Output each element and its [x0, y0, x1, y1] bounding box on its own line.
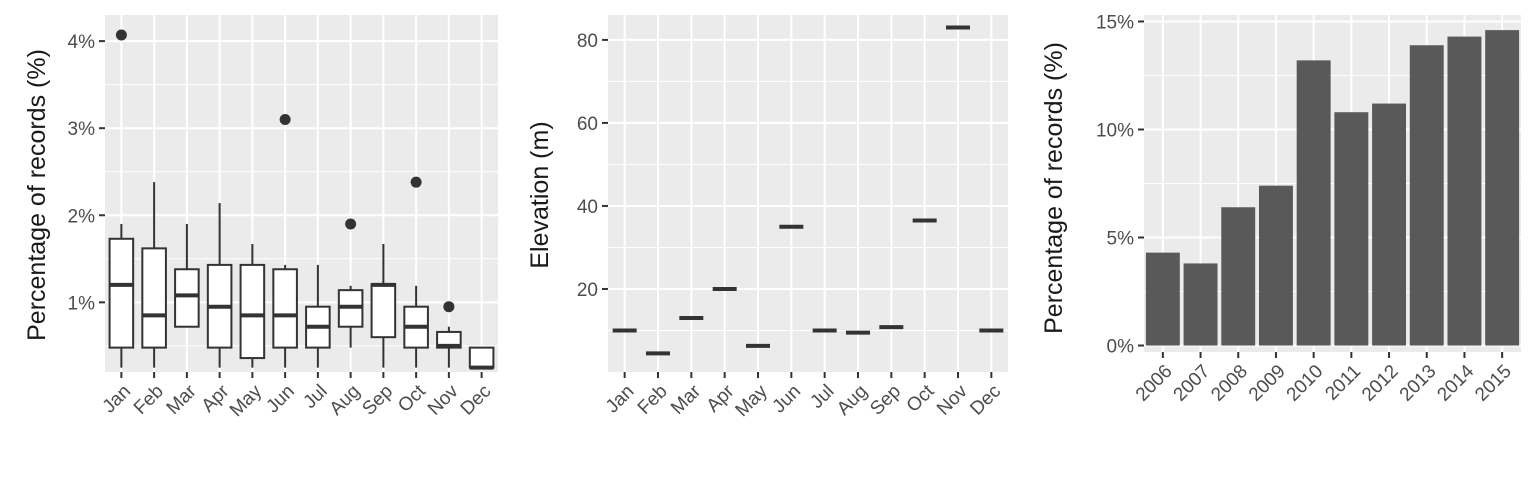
- bar-2013: [1409, 45, 1444, 346]
- y-tick-label: 20: [577, 280, 598, 301]
- outlier-point: [279, 113, 291, 125]
- x-tick-label: Mar: [667, 380, 705, 418]
- y-tick-label: 2%: [68, 206, 96, 227]
- bar-2006: [1145, 252, 1180, 346]
- box-Jun: [272, 113, 298, 368]
- box-Dec: [468, 346, 495, 370]
- box-May: [239, 244, 266, 368]
- x-tick-label: Dec: [966, 381, 1005, 420]
- x-tick-label: Nov: [933, 381, 972, 420]
- box-body: [239, 263, 266, 360]
- y-tick-label: 80: [577, 31, 598, 52]
- x-tick-label: 2015: [1471, 361, 1516, 406]
- x-tick-label: May: [226, 381, 267, 422]
- y-tick-label: 1%: [68, 293, 96, 314]
- x-tick-label: Oct: [394, 380, 430, 416]
- y-axis-title: Elevation (m): [526, 121, 554, 268]
- x-tick-label: Jul: [806, 381, 838, 413]
- outlier-point: [410, 176, 422, 188]
- x-tick-label: Jun: [262, 381, 299, 418]
- x-tick-label: 2014: [1433, 361, 1478, 406]
- box-Sep: [370, 244, 397, 368]
- bar-2011: [1334, 112, 1369, 346]
- y-tick-label: 15%: [1096, 12, 1134, 33]
- y-tick-label: 60: [577, 114, 598, 135]
- box-body: [370, 283, 397, 339]
- box-Oct: [403, 176, 429, 368]
- box-body: [468, 346, 495, 369]
- box-Apr: [206, 203, 233, 368]
- x-tick-label: Apr: [703, 380, 739, 416]
- panel-monthly-percentage: Percentage of records (%) 1% 2% 3% 4% JanFeb…: [23, 15, 498, 421]
- box-Jan: [108, 29, 135, 368]
- x-tick-label: Feb: [634, 381, 672, 419]
- x-tick-label: 2006: [1132, 361, 1177, 406]
- box-body: [108, 237, 135, 349]
- y-tick-label: 4%: [68, 32, 96, 53]
- panel-background: [105, 15, 498, 372]
- x-tick-label: Aug: [326, 381, 365, 420]
- x-tick-label: Aug: [833, 381, 872, 420]
- bar-2010: [1296, 60, 1331, 346]
- x-tick-label: 2012: [1358, 361, 1403, 406]
- bar-2012: [1372, 103, 1407, 346]
- bar-2014: [1447, 36, 1482, 346]
- box-Feb: [141, 182, 167, 368]
- x-tick-label: Oct: [903, 380, 939, 416]
- x-tick-label: Dec: [457, 381, 496, 420]
- box-Aug: [337, 218, 364, 348]
- outlier-point: [115, 29, 127, 41]
- x-tick-label: Jul: [300, 381, 332, 413]
- panel-yearly-percentage: Percentage of records (%) 0% 5% 10% 15% 2006…: [1040, 12, 1521, 406]
- panel-background: [608, 15, 1008, 372]
- x-tick-label: Jun: [769, 381, 806, 418]
- x-tick-label: Jan: [602, 381, 639, 418]
- x-tick-label: Nov: [424, 381, 463, 420]
- y-tick-label: 40: [577, 197, 598, 218]
- x-tick-label: May: [732, 381, 773, 422]
- box-Nov: [436, 301, 462, 368]
- x-tick-label: 2009: [1245, 361, 1290, 406]
- y-axis-title: Percentage of records (%): [1040, 42, 1068, 334]
- bar-2007: [1183, 263, 1218, 346]
- x-tick-label: Sep: [866, 381, 905, 420]
- x-tick-label: 2013: [1396, 361, 1441, 406]
- x-tick-label: 2008: [1207, 361, 1252, 406]
- outlier-point: [345, 218, 357, 230]
- panel-monthly-elevation: Elevation (m) 20 40 60 80 JanFebMarAprMayJun…: [526, 15, 1008, 421]
- box-body: [141, 247, 167, 349]
- box-body: [174, 268, 200, 328]
- x-tick-label: 2011: [1321, 361, 1365, 405]
- y-axis-title: Percentage of records (%): [23, 49, 51, 341]
- x-tick-label: Mar: [163, 380, 201, 418]
- bar-2008: [1221, 207, 1256, 346]
- box-Mar: [174, 223, 200, 328]
- box-body: [272, 268, 298, 349]
- y-tick-label: 0%: [1107, 337, 1135, 358]
- x-tick-label: Feb: [130, 381, 168, 419]
- x-tick-label: 2007: [1170, 361, 1215, 406]
- y-tick-label: 5%: [1107, 229, 1135, 250]
- bar-2015: [1485, 30, 1520, 346]
- x-tick-label: 2010: [1283, 361, 1328, 406]
- x-tick-label: Jan: [99, 381, 136, 418]
- outlier-point: [443, 301, 455, 313]
- bar-2009: [1258, 185, 1293, 346]
- x-tick-label: Apr: [198, 380, 234, 416]
- box-Jul: [305, 264, 331, 368]
- y-tick-label: 10%: [1096, 120, 1134, 141]
- y-tick-label: 3%: [68, 119, 96, 140]
- x-tick-label: Sep: [358, 381, 397, 420]
